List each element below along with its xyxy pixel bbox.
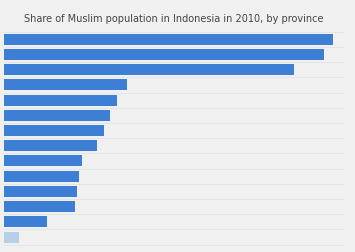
Bar (4, 125, 104, 137)
Bar (4, 65, 294, 76)
Bar (4, 216, 47, 227)
Bar (4, 232, 18, 243)
Bar (4, 141, 97, 152)
Bar (4, 186, 77, 197)
Bar (4, 156, 82, 167)
Bar (4, 50, 324, 61)
Bar (4, 110, 110, 121)
Bar (4, 95, 117, 106)
Bar (4, 171, 79, 182)
Title: Share of Muslim population in Indonesia in 2010, by province: Share of Muslim population in Indonesia … (24, 14, 324, 24)
Bar (4, 35, 333, 46)
Bar (4, 80, 127, 91)
Bar (4, 201, 75, 212)
